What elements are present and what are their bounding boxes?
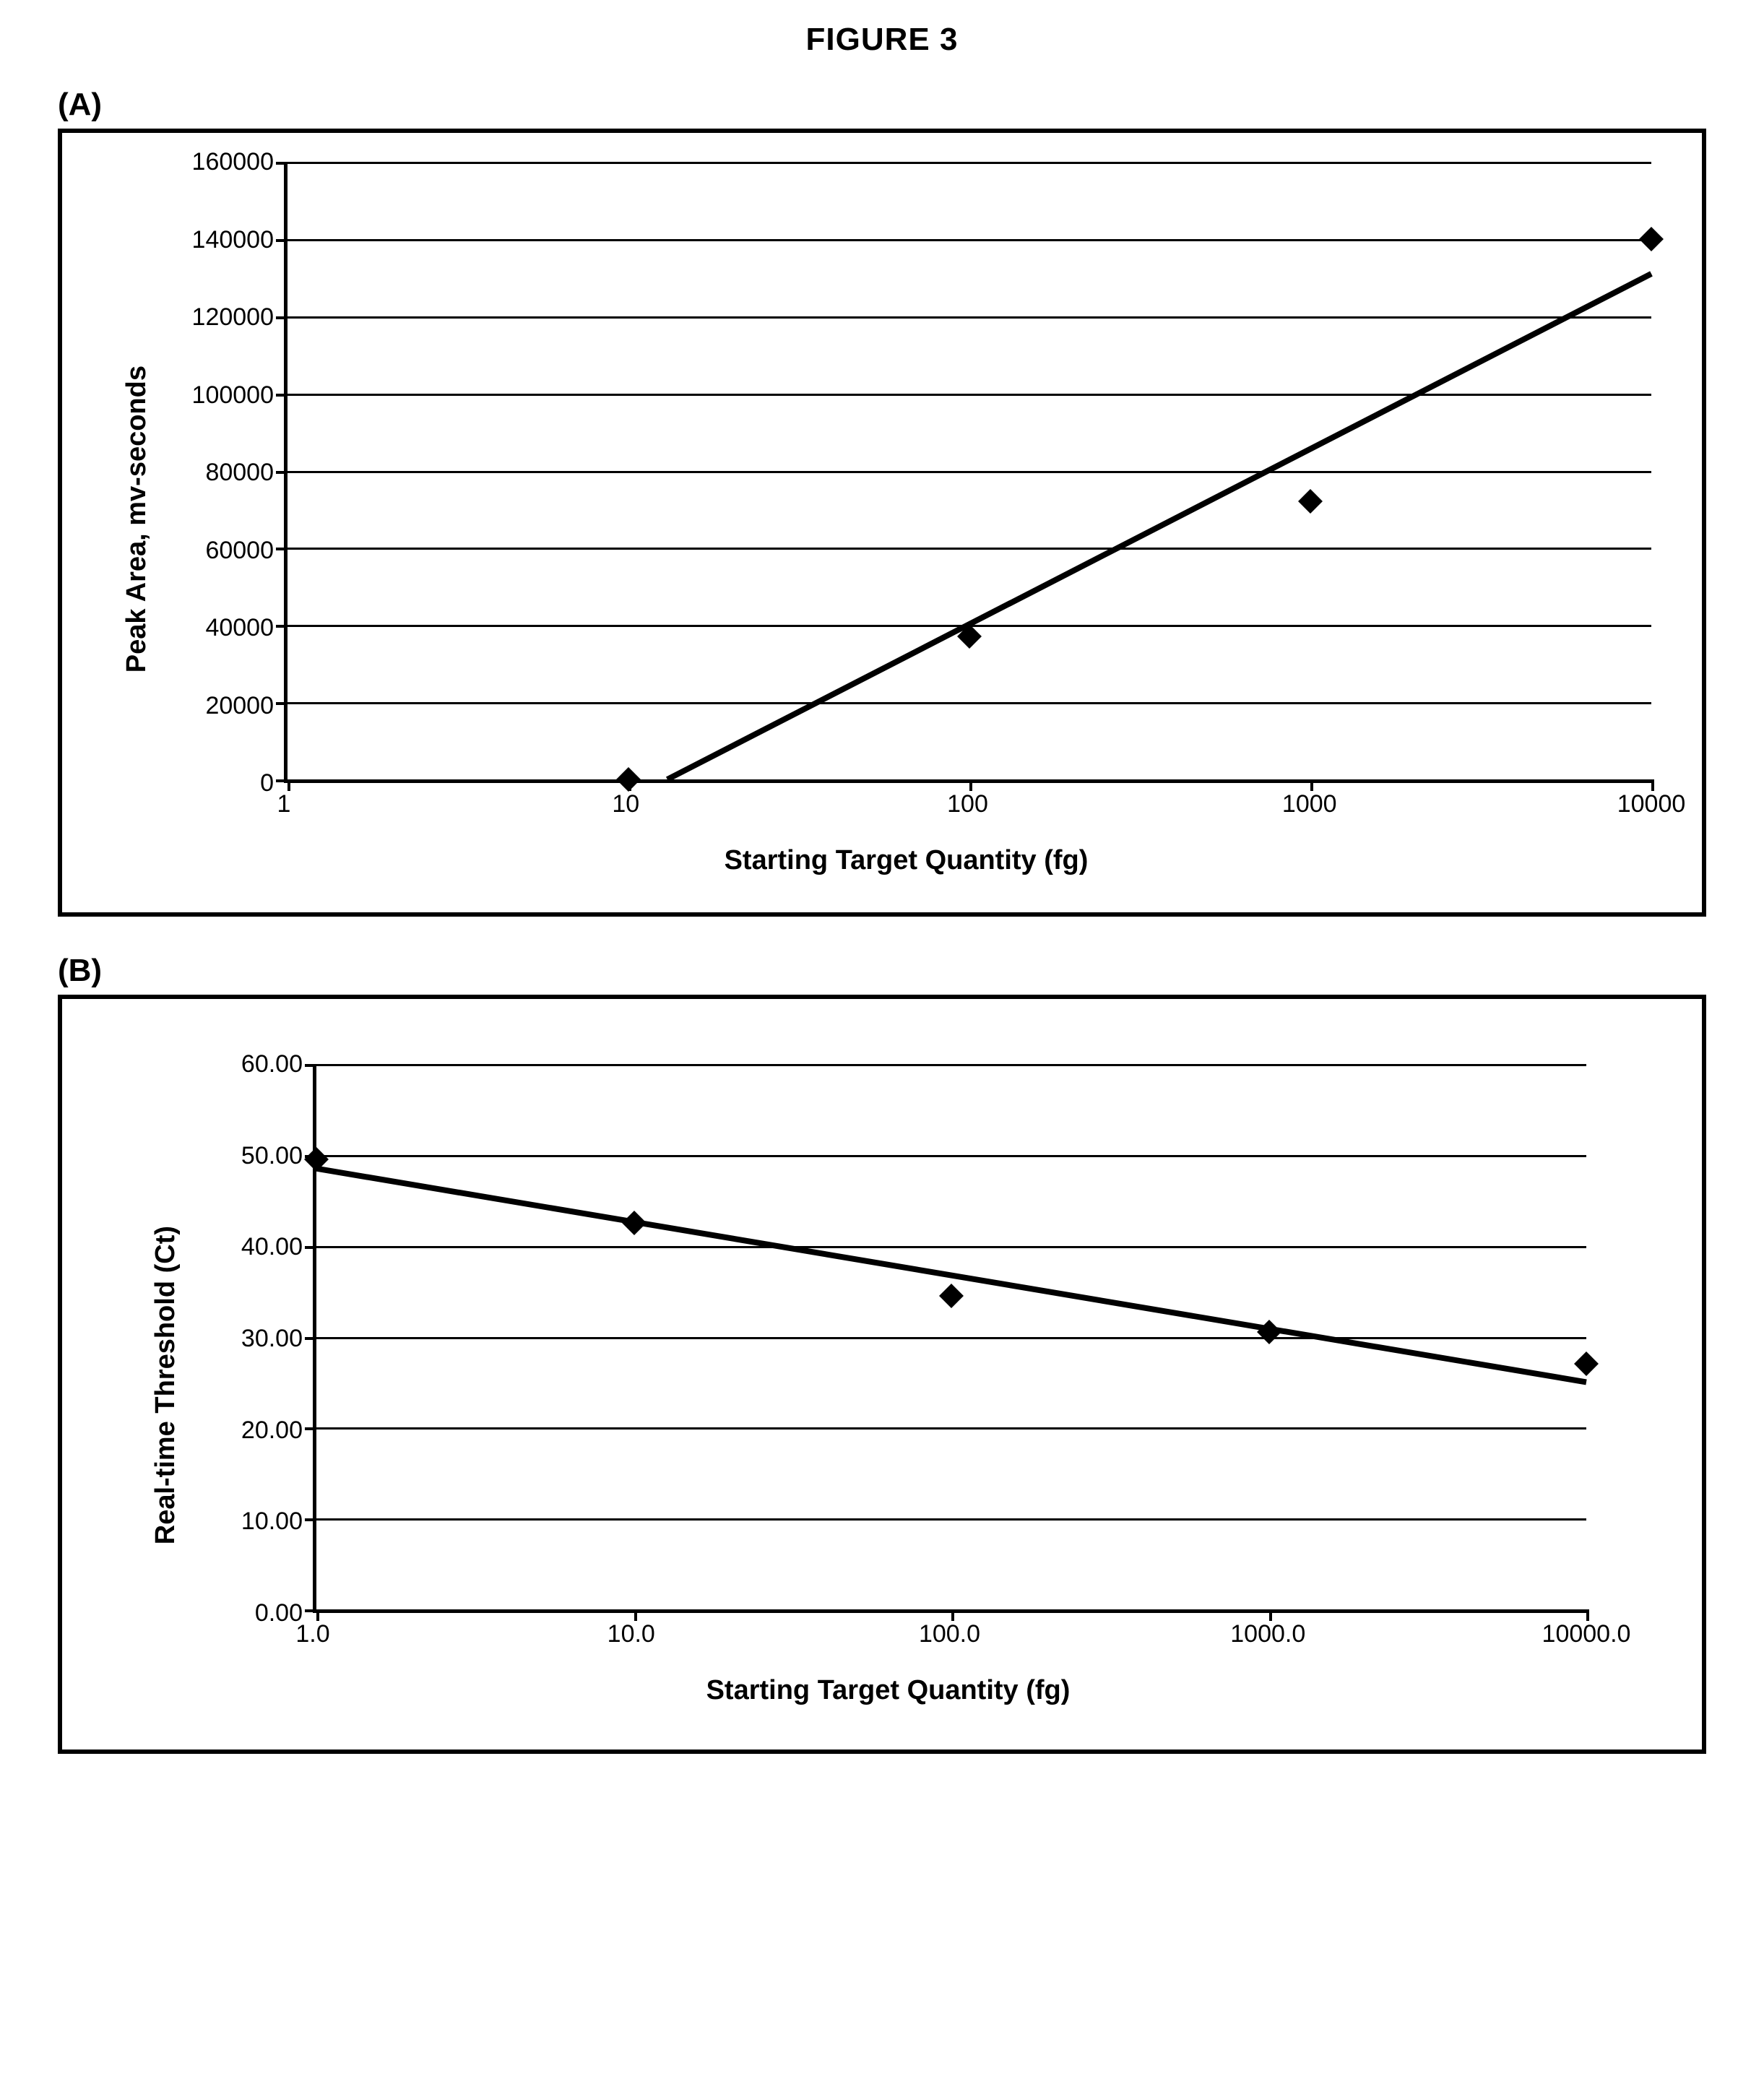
panel-b-chart-col: 0.0010.0020.0030.0040.0050.0060.00 1.010… — [190, 1064, 1586, 1706]
ytick-label: 50.00 — [241, 1143, 303, 1168]
ytick-mark — [305, 1064, 316, 1067]
ytick-label: 80000 — [205, 460, 274, 485]
panel-b-yticks: 0.0010.0020.0030.0040.0050.0060.00 — [190, 1064, 313, 1613]
panel-a-chart-col: 0 20000 40000 60000 80000 100000 120000 140000 1… — [161, 162, 1651, 876]
ytick-mark — [276, 239, 287, 242]
ytick-mark — [276, 162, 287, 165]
gridline — [316, 1518, 1586, 1521]
ytick-label: 160000 — [192, 150, 274, 174]
ytick-label: 30.00 — [241, 1326, 303, 1351]
gridline — [287, 548, 1651, 550]
gridline — [316, 1155, 1586, 1157]
panel-b-plot-row: 0.0010.0020.0030.0040.0050.0060.00 — [190, 1064, 1586, 1613]
ytick-mark — [276, 779, 287, 782]
figure-page: FIGURE 3 (A) Peak Area, mv-seconds 0 2000… — [0, 0, 1764, 1833]
ytick-label: 140000 — [192, 228, 274, 252]
panel-a-xticks: 110100100010000 — [284, 783, 1651, 819]
panel-a-chart: Peak Area, mv-seconds 0 20000 40000 60000 80… — [113, 162, 1651, 876]
gridline — [316, 1246, 1586, 1248]
ytick-label: 100000 — [192, 383, 274, 407]
xtick-label: 10000.0 — [1542, 1620, 1631, 1648]
panel-a-ylabel: Peak Area, mv-seconds — [113, 366, 161, 672]
xtick-label: 10000 — [1617, 790, 1686, 818]
xtick-label: 100.0 — [919, 1620, 980, 1648]
xtick-label: 100 — [947, 790, 988, 818]
xtick-label: 10.0 — [608, 1620, 655, 1648]
panel-b-box: Real-time Threshold (Ct) 0.0010.0020.003… — [58, 995, 1706, 1754]
ytick-label: 40000 — [205, 615, 274, 640]
ytick-mark — [305, 1609, 316, 1612]
xtick-label: 1000 — [1282, 790, 1337, 818]
ytick-mark — [276, 471, 287, 474]
xtick-label: 1.0 — [295, 1620, 329, 1648]
ytick-mark — [305, 1427, 316, 1430]
trend-line — [316, 1169, 1586, 1383]
xtick-label: 1000.0 — [1230, 1620, 1305, 1648]
panel-a-plot-row: 0200004000060000800001000001200001400001… — [161, 162, 1651, 783]
ytick-mark — [305, 1518, 316, 1521]
ytick-mark — [276, 316, 287, 319]
xtick-label: 10 — [612, 790, 639, 818]
panel-b-label: (B) — [58, 953, 1706, 989]
ytick-label: 40.00 — [241, 1234, 303, 1259]
ytick-label: 60000 — [205, 538, 274, 563]
ytick-mark — [305, 1246, 316, 1249]
panel-b-xticks: 1.010.0100.01000.010000.0 — [313, 1613, 1586, 1649]
panel-a-plot-area — [284, 162, 1651, 783]
gridline — [287, 316, 1651, 319]
panel-a-xlabel: Starting Target Quantity (fg) — [161, 845, 1651, 876]
ytick-label: 60.00 — [241, 1052, 303, 1076]
xtick-mark — [1586, 1609, 1589, 1621]
ytick-mark — [276, 548, 287, 550]
gridline — [316, 1427, 1586, 1430]
panel-b-xlabel: Starting Target Quantity (fg) — [190, 1675, 1586, 1706]
ytick-label: 10.00 — [241, 1509, 303, 1534]
ytick-mark — [276, 702, 287, 705]
gridline — [287, 702, 1651, 704]
gridline — [316, 1337, 1586, 1339]
ytick-mark — [276, 394, 287, 397]
panel-a-yticks: 0200004000060000800001000001200001400001… — [161, 162, 284, 783]
gridline — [287, 394, 1651, 396]
ytick-label: 120000 — [192, 305, 274, 329]
ytick-label: 20000 — [205, 693, 274, 718]
ytick-label: 0 — [260, 771, 274, 795]
ytick-label: 20.00 — [241, 1418, 303, 1443]
panel-b-chart: Real-time Threshold (Ct) 0.0010.0020.003… — [142, 1064, 1586, 1706]
gridline — [316, 1064, 1586, 1066]
panel-b-ylabel: Real-time Threshold (Ct) — [142, 1226, 190, 1544]
xtick-label: 1 — [277, 790, 291, 818]
xtick-mark — [1651, 779, 1654, 791]
panel-a-label: (A) — [58, 87, 1706, 123]
panel-b-plot-area — [313, 1064, 1586, 1613]
gridline — [287, 239, 1651, 241]
ytick-mark — [276, 625, 287, 628]
figure-title: FIGURE 3 — [58, 22, 1706, 58]
gridline — [287, 162, 1651, 164]
panel-a-box: Peak Area, mv-seconds 0 20000 40000 60000 80… — [58, 129, 1706, 917]
gridline — [287, 471, 1651, 473]
ytick-mark — [305, 1337, 316, 1340]
